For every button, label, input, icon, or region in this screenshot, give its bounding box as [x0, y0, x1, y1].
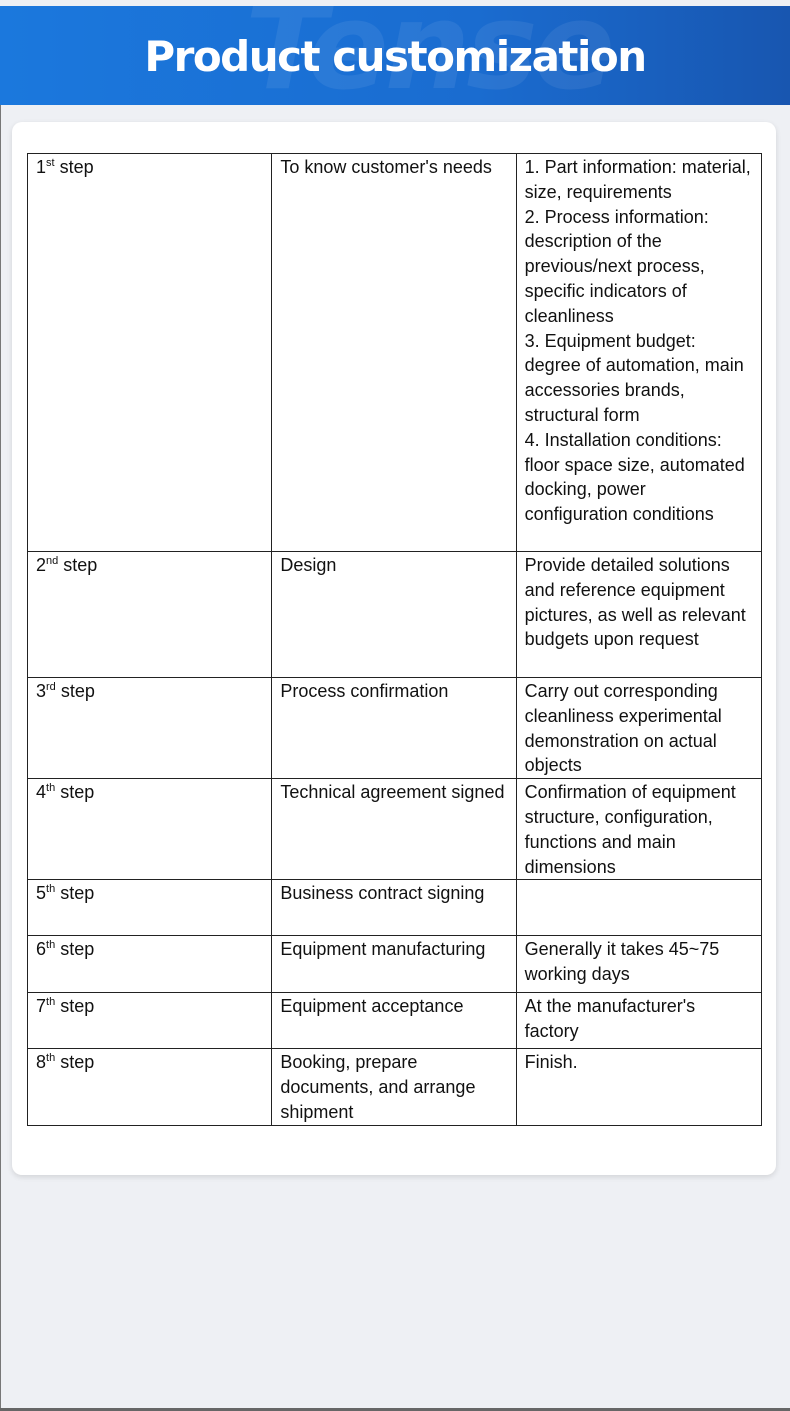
detail-line: 3. Equipment budget: degree of automatio…: [524, 330, 744, 425]
table-row: 3rd step Process confirmation Carry out …: [26, 676, 763, 780]
table-row: 2nd step Design Provide detailed solutio…: [26, 551, 763, 678]
page-title: Product customization: [144, 32, 647, 81]
step-title-cell: Process confirmation: [271, 676, 517, 780]
step-number: 8: [36, 1052, 47, 1073]
step-number: 4: [36, 782, 47, 803]
step-details-cell: Confirmation of equipment structure, con…: [515, 778, 763, 881]
detail-line: 1. Part information: material, size, req…: [524, 157, 751, 202]
detail-line: 2. Process information: description of t…: [524, 206, 709, 326]
step-number: 1: [36, 157, 47, 177]
step-number: 3: [36, 681, 47, 701]
frame-border-bottom: [0, 1408, 790, 1411]
frame-border-left: [0, 105, 1, 1411]
step-title: To know customer's needs: [280, 157, 492, 177]
steps-table: 1st step To know customer's needs 1. Par…: [26, 153, 763, 1126]
detail-line: Carry out corresponding cleanliness expe…: [524, 681, 722, 776]
table-row: 1st step To know customer's needs 1. Par…: [26, 153, 763, 552]
step-word: step: [60, 996, 95, 1017]
detail-line: 4. Installation conditions: floor space …: [524, 429, 745, 525]
step-cell: 4th step: [26, 778, 273, 881]
step-details-cell: [515, 879, 763, 937]
step-cell: 1st step: [26, 153, 273, 552]
step-word: step: [60, 1052, 95, 1073]
step-title-cell: Equipment manufacturing: [271, 935, 517, 994]
step-ordinal: th: [46, 883, 56, 896]
content-card: 1st step To know customer's needs 1. Par…: [12, 122, 776, 1175]
detail-line: Confirmation of equipment structure, con…: [524, 782, 736, 877]
step-ordinal: th: [46, 996, 56, 1009]
step-cell: 6th step: [26, 935, 273, 994]
step-details-cell: Generally it takes 45~75 working days: [515, 935, 763, 994]
step-details-cell: At the manufacturer's factory: [515, 992, 763, 1050]
table-row: 8th step Booking, prepare documents, and…: [26, 1048, 763, 1126]
step-title-cell: Design: [271, 551, 517, 678]
step-number: 6: [36, 939, 47, 960]
step-title-cell: Equipment acceptance: [271, 992, 517, 1050]
step-title-cell: To know customer's needs: [271, 153, 517, 552]
step-number: 7: [36, 996, 47, 1017]
step-word: step: [63, 555, 98, 575]
step-details-cell: Finish.: [515, 1048, 763, 1126]
step-ordinal: st: [46, 157, 55, 169]
detail-line: Generally it takes 45~75 working days: [524, 939, 720, 985]
step-details-cell: 1. Part information: material, size, req…: [515, 153, 763, 552]
step-title-cell: Technical agreement signed: [271, 778, 517, 881]
step-cell: 3rd step: [26, 676, 273, 780]
step-details-cell: Carry out corresponding cleanliness expe…: [515, 676, 763, 780]
step-ordinal: nd: [46, 555, 59, 567]
step-cell: 8th step: [26, 1048, 273, 1126]
table-row: 5th step Business contract signing: [26, 879, 763, 937]
step-title-cell: Business contract signing: [271, 879, 517, 937]
step-ordinal: th: [46, 939, 56, 952]
page-header: Tense Product customization: [0, 6, 790, 105]
step-title-cell: Booking, prepare documents, and arrange …: [271, 1048, 517, 1126]
table-row: 4th step Technical agreement signed Conf…: [26, 778, 763, 881]
step-word: step: [60, 681, 95, 701]
step-title: Process confirmation: [280, 681, 449, 701]
step-cell: 2nd step: [26, 551, 273, 678]
step-title: Equipment acceptance: [280, 996, 464, 1017]
brand-watermark: Tense: [245, 6, 615, 105]
detail-line: Finish.: [524, 1052, 578, 1073]
step-cell: 7th step: [26, 992, 273, 1050]
step-title: Equipment manufacturing: [280, 939, 486, 960]
step-ordinal: th: [46, 782, 56, 795]
step-number: 2: [36, 555, 47, 575]
detail-line: At the manufacturer's factory: [524, 996, 696, 1042]
step-title: Design: [280, 555, 337, 575]
step-title: Business contract signing: [280, 883, 485, 904]
step-number: 5: [36, 883, 47, 904]
step-word: step: [59, 157, 94, 177]
step-word: step: [60, 782, 95, 803]
step-title: Booking, prepare documents, and arrange …: [280, 1052, 476, 1122]
table-row: 7th step Equipment acceptance At the man…: [26, 992, 763, 1050]
table-row: 6th step Equipment manufacturing General…: [26, 935, 763, 994]
step-word: step: [60, 883, 95, 904]
step-ordinal: th: [46, 1052, 56, 1065]
detail-line: Provide detailed solutions and reference…: [524, 555, 746, 650]
step-title: Technical agreement signed: [280, 782, 505, 803]
step-ordinal: rd: [46, 681, 56, 693]
step-word: step: [60, 939, 95, 960]
step-details-cell: Provide detailed solutions and reference…: [515, 551, 763, 678]
step-cell: 5th step: [26, 879, 273, 937]
